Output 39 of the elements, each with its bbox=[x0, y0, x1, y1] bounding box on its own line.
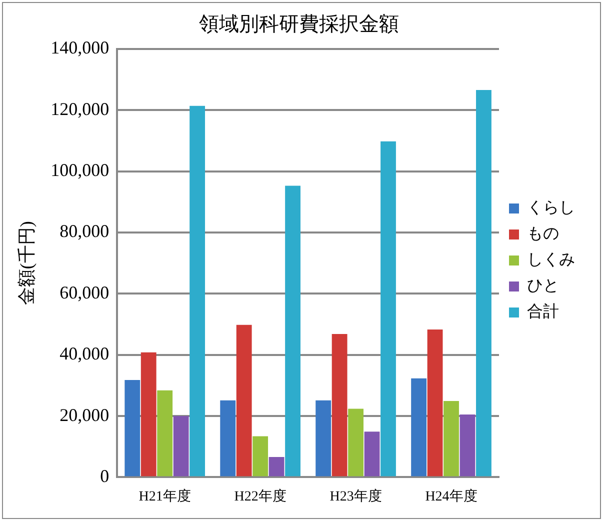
bar bbox=[460, 414, 476, 476]
y-tick-label: 40,000 bbox=[60, 344, 110, 364]
bar bbox=[190, 106, 206, 476]
x-tick-label: H24年度 bbox=[425, 488, 478, 504]
x-tick-label: H23年度 bbox=[330, 488, 382, 504]
bar bbox=[476, 90, 492, 476]
bar bbox=[173, 416, 189, 476]
bar bbox=[332, 334, 348, 476]
legend-label: ひと bbox=[527, 278, 559, 295]
x-tick-label: H22年度 bbox=[234, 488, 286, 504]
legend-label: 合計 bbox=[527, 302, 559, 321]
legend-label: くらし bbox=[527, 200, 575, 217]
y-axis-title: 金額(千円) bbox=[16, 221, 37, 306]
y-tick-label: 20,000 bbox=[60, 404, 110, 425]
y-tick-label: 60,000 bbox=[60, 282, 110, 302]
bar bbox=[427, 329, 443, 476]
y-tick-label: 140,000 bbox=[50, 38, 110, 58]
y-tick-label: 100,000 bbox=[50, 160, 110, 180]
bar bbox=[268, 457, 284, 476]
y-tick-label: 80,000 bbox=[60, 221, 110, 242]
bar bbox=[364, 432, 380, 476]
bar bbox=[140, 352, 156, 476]
x-tick-label: H21年度 bbox=[138, 488, 191, 504]
bar bbox=[252, 436, 268, 476]
bar bbox=[411, 378, 427, 476]
bar bbox=[285, 186, 300, 476]
bar bbox=[124, 380, 140, 476]
bar bbox=[157, 390, 173, 476]
bar bbox=[316, 400, 332, 476]
bar bbox=[348, 408, 364, 476]
legend-label: しくみ bbox=[527, 252, 575, 269]
y-tick-label: 0 bbox=[100, 466, 110, 486]
bar bbox=[236, 324, 252, 476]
y-tick-label: 120,000 bbox=[50, 98, 110, 119]
legend-label: もの bbox=[527, 226, 559, 243]
chart-title: 領域別科研費採択金額 bbox=[199, 13, 399, 36]
bar bbox=[444, 401, 459, 476]
bar bbox=[380, 141, 396, 476]
bar bbox=[220, 400, 236, 476]
